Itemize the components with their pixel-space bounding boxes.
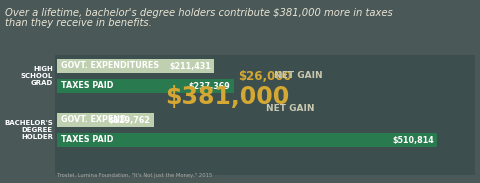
Bar: [57, 59, 214, 73]
Text: $211,431: $211,431: [169, 61, 211, 70]
Text: $129,762: $129,762: [108, 115, 151, 124]
Text: TAXES PAID: TAXES PAID: [61, 135, 113, 145]
Bar: [57, 113, 154, 127]
Text: $510,814: $510,814: [392, 135, 434, 145]
Bar: [55, 55, 475, 175]
Text: BACHELOR'S
DEGREE
HOLDER: BACHELOR'S DEGREE HOLDER: [4, 120, 53, 140]
Text: $26,000: $26,000: [239, 70, 292, 83]
Text: GOVT. EXPEND.: GOVT. EXPEND.: [61, 115, 130, 124]
Text: $237,369: $237,369: [189, 81, 230, 91]
Text: than they receive in benefits.: than they receive in benefits.: [5, 18, 152, 28]
Bar: [57, 79, 234, 93]
Text: GOVT. EXPENDITURES: GOVT. EXPENDITURES: [61, 61, 159, 70]
Text: Over a lifetime, bachelor's degree holders contribute $381,000 more in taxes: Over a lifetime, bachelor's degree holde…: [5, 8, 393, 18]
Text: TAXES PAID: TAXES PAID: [61, 81, 113, 91]
Text: $381,000: $381,000: [166, 85, 290, 109]
Text: NET GAIN: NET GAIN: [271, 72, 322, 81]
Text: HIGH
SCHOOL
GRAD: HIGH SCHOOL GRAD: [21, 66, 53, 86]
Bar: [57, 133, 437, 147]
Text: Trostel, Lumina Foundation, "It's Not Just the Money," 2015: Trostel, Lumina Foundation, "It's Not Ju…: [57, 173, 212, 178]
Text: NET GAIN: NET GAIN: [265, 104, 314, 113]
